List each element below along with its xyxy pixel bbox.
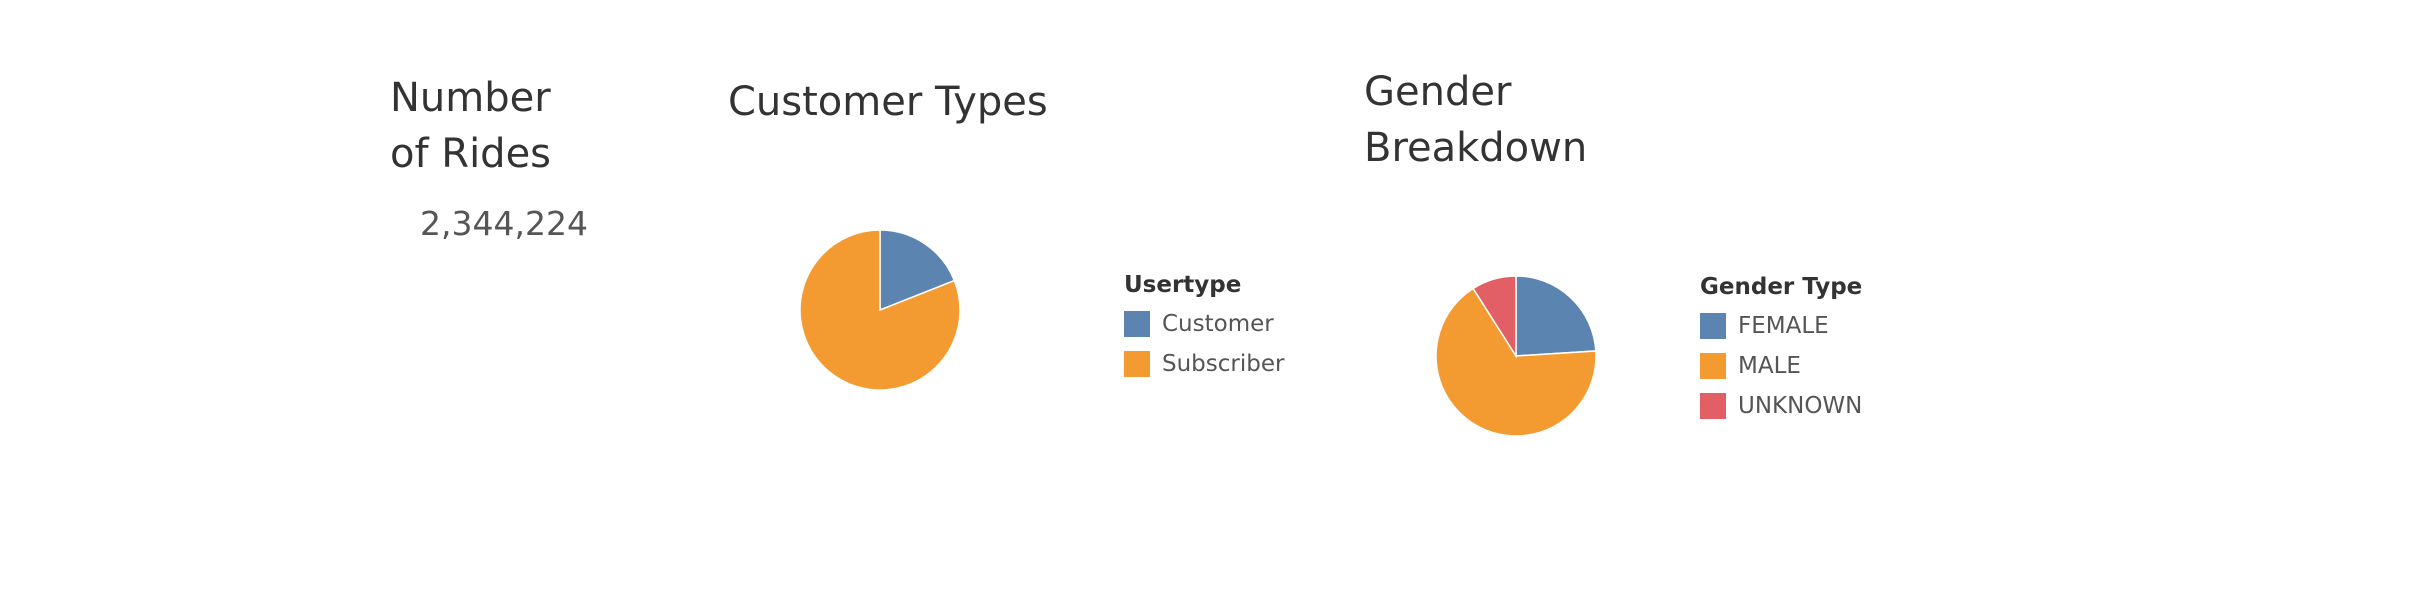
legend-label-female: FEMALE [1738, 313, 1829, 339]
legend-label-customer: Customer [1162, 311, 1274, 337]
rides-kpi-title: Number of Rides [390, 70, 551, 182]
pie-slice-unknown[interactable] [1472, 275, 1517, 359]
pie-slice-male[interactable] [1435, 287, 1597, 437]
usertype-legend: Usertype Customer Subscriber [1124, 272, 1284, 384]
legend-item-male[interactable]: MALE [1700, 346, 1862, 386]
legend-label-male: MALE [1738, 353, 1801, 379]
customer-types-title: Customer Types [728, 79, 1048, 125]
legend-swatch-unknown [1700, 393, 1726, 419]
legend-swatch-subscriber [1124, 351, 1150, 377]
gender-breakdown-pie-chart [1435, 275, 1597, 437]
legend-item-subscriber[interactable]: Subscriber [1124, 344, 1284, 384]
rides-kpi-value: 2,344,224 [420, 204, 588, 243]
rides-kpi-title-line2: of Rides [390, 131, 552, 177]
legend-item-customer[interactable]: Customer [1124, 304, 1284, 344]
legend-swatch-male [1700, 353, 1726, 379]
customer-types-pie-chart [799, 229, 961, 391]
legend-item-female[interactable]: FEMALE [1700, 306, 1862, 346]
gender-breakdown-title: Gender Breakdown [1364, 64, 1587, 176]
legend-swatch-customer [1124, 311, 1150, 337]
gender-breakdown-title-line1: Gender [1364, 69, 1512, 115]
gender-breakdown-title-line2: Breakdown [1364, 125, 1588, 171]
pie-slice-customer[interactable] [879, 229, 956, 312]
rides-kpi-title-line1: Number [390, 75, 551, 121]
legend-label-unknown: UNKNOWN [1738, 393, 1863, 419]
legend-label-subscriber: Subscriber [1162, 351, 1285, 377]
legend-swatch-female [1700, 313, 1726, 339]
pie-slice-subscriber[interactable] [799, 229, 961, 391]
legend-item-unknown[interactable]: UNKNOWN [1700, 386, 1862, 426]
pie-slice-female[interactable] [1515, 275, 1597, 357]
gender-type-legend-title: Gender Type [1700, 274, 1863, 300]
gender-type-legend: Gender Type FEMALE MALE UNKNOWN [1700, 274, 1862, 426]
usertype-legend-title: Usertype [1124, 272, 1242, 298]
